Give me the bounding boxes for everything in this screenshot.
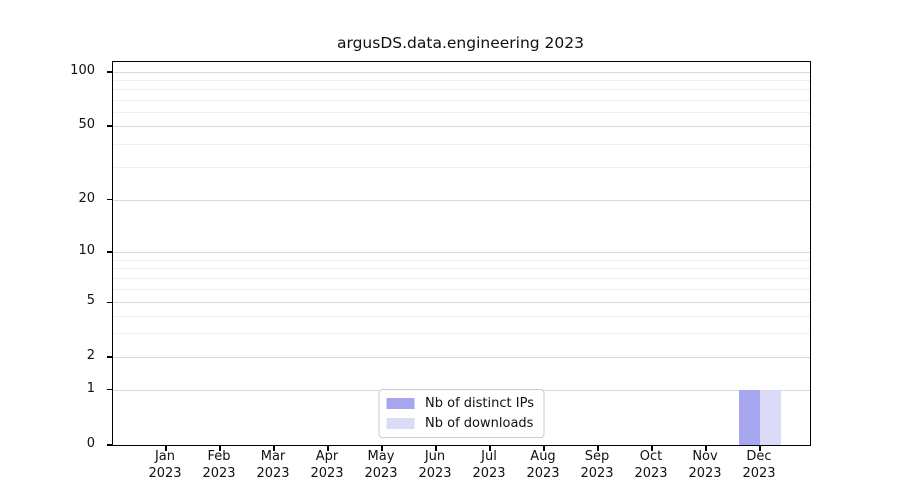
minor-gridline-9 bbox=[113, 259, 810, 261]
y-tick-mark-50 bbox=[106, 125, 112, 127]
x-tick-label-jul: Jul 2023 bbox=[472, 449, 506, 481]
y-tick-mark-0 bbox=[106, 444, 112, 446]
x-tick-label-aug: Aug 2023 bbox=[526, 449, 560, 481]
x-tick-label-may: May 2023 bbox=[364, 449, 398, 481]
x-tick-label-oct: Oct 2023 bbox=[634, 449, 668, 481]
y-tick-label-100: 100 bbox=[70, 63, 95, 78]
legend-label-distinct-ips: Nb of distinct IPs bbox=[425, 396, 534, 411]
x-tick-mark-10 bbox=[705, 446, 707, 452]
major-gridline-10 bbox=[113, 252, 810, 253]
x-tick-mark-4 bbox=[381, 446, 383, 452]
minor-gridline-40 bbox=[113, 144, 810, 145]
x-tick-mark-6 bbox=[489, 446, 491, 452]
y-tick-mark-2 bbox=[106, 356, 112, 358]
x-tick-label-mar: Mar 2023 bbox=[256, 449, 290, 481]
x-tick-mark-9 bbox=[651, 446, 653, 452]
minor-gridline-4 bbox=[113, 315, 810, 317]
y-tick-label-10: 10 bbox=[78, 243, 95, 258]
bar-nb-of-distinct-ips-11 bbox=[739, 389, 760, 445]
x-tick-mark-0 bbox=[165, 446, 167, 452]
minor-gridline-6 bbox=[113, 288, 810, 290]
x-tick-label-feb: Feb 2023 bbox=[202, 449, 236, 481]
bars-layer bbox=[113, 62, 810, 445]
legend-item-downloads: Nb of downloads bbox=[386, 416, 534, 431]
major-gridline-2 bbox=[113, 356, 810, 358]
tick-marks-layer bbox=[106, 62, 810, 452]
chart-title: argusDS.data.engineering 2023 bbox=[337, 34, 584, 52]
minor-gridline-7 bbox=[113, 277, 810, 279]
legend: Nb of distinct IPs Nb of downloads bbox=[378, 389, 545, 438]
x-tick-mark-3 bbox=[327, 446, 329, 452]
major-gridline-20 bbox=[113, 199, 810, 201]
y-tick-mark-10 bbox=[106, 251, 112, 253]
bar-nb-of-downloads-11 bbox=[760, 389, 781, 445]
y-tick-label-20: 20 bbox=[78, 190, 95, 206]
x-tick-mark-8 bbox=[597, 446, 599, 452]
y-tick-label-0: 0 bbox=[86, 436, 95, 451]
x-tick-label-nov: Nov 2023 bbox=[688, 449, 722, 481]
x-tick-mark-1 bbox=[219, 446, 221, 452]
y-tick-mark-1 bbox=[106, 389, 112, 391]
y-tick-mark-20 bbox=[106, 199, 112, 201]
legend-swatch-distinct-ips bbox=[386, 398, 415, 409]
minor-gridline-70 bbox=[113, 99, 810, 101]
major-gridline-5 bbox=[113, 302, 810, 304]
x-tick-label-dec: Dec 2023 bbox=[742, 449, 776, 481]
y-tick-mark-5 bbox=[106, 301, 112, 303]
x-tick-mark-11 bbox=[759, 446, 761, 452]
legend-swatch-downloads bbox=[386, 418, 415, 429]
minor-gridline-30 bbox=[113, 167, 810, 169]
x-axis: Jan 2023 Feb 2023 Mar 2023 Apr 2023 May 2023… bbox=[112, 449, 809, 489]
x-tick-mark-5 bbox=[435, 446, 437, 452]
major-gridline-100 bbox=[113, 72, 810, 73]
x-tick-mark-2 bbox=[273, 446, 275, 452]
y-tick-label-1: 1 bbox=[86, 380, 95, 396]
x-tick-mark-7 bbox=[543, 446, 545, 452]
y-tick-label-50: 50 bbox=[78, 117, 95, 132]
minor-gridline-90 bbox=[113, 80, 810, 82]
y-tick-label-2: 2 bbox=[86, 347, 95, 363]
minor-gridline-8 bbox=[113, 268, 810, 270]
x-tick-label-sep: Sep 2023 bbox=[580, 449, 614, 481]
minor-gridline-3 bbox=[113, 332, 810, 334]
x-tick-label-apr: Apr 2023 bbox=[310, 449, 344, 481]
y-tick-mark-100 bbox=[106, 71, 112, 73]
legend-label-downloads: Nb of downloads bbox=[425, 416, 534, 431]
major-gridline-50 bbox=[113, 126, 810, 127]
y-tick-label-5: 5 bbox=[86, 293, 95, 309]
minor-gridline-80 bbox=[113, 89, 810, 91]
y-axis: 0 1 2 5 10 20 50 100 bbox=[0, 61, 104, 451]
legend-item-distinct-ips: Nb of distinct IPs bbox=[386, 396, 534, 411]
x-tick-label-jun: Jun 2023 bbox=[418, 449, 452, 481]
minor-gridline-60 bbox=[113, 111, 810, 113]
x-tick-label-jan: Jan 2023 bbox=[148, 449, 182, 481]
plot-area: Nb of distinct IPs Nb of downloads bbox=[106, 61, 811, 452]
